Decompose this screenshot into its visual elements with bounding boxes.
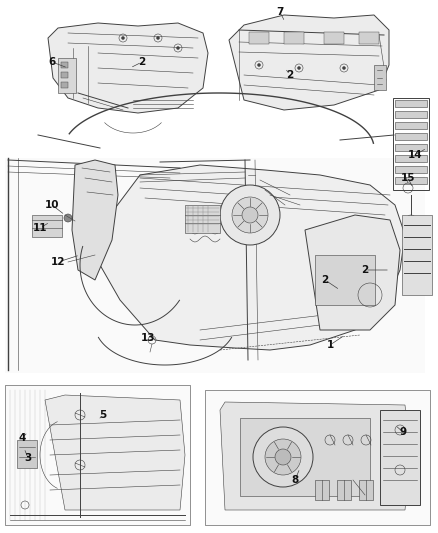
Circle shape <box>275 449 291 465</box>
Bar <box>249 32 269 44</box>
Polygon shape <box>229 15 389 110</box>
Bar <box>5 385 190 525</box>
Polygon shape <box>48 23 208 113</box>
Circle shape <box>64 214 72 222</box>
Circle shape <box>121 36 124 39</box>
Bar <box>185 205 220 233</box>
Circle shape <box>242 207 258 223</box>
Bar <box>395 111 427 118</box>
Circle shape <box>156 36 159 39</box>
Circle shape <box>265 439 301 475</box>
Text: 1: 1 <box>326 340 334 350</box>
Circle shape <box>177 46 180 50</box>
Bar <box>315 480 329 500</box>
Bar <box>395 122 427 129</box>
Bar <box>61 82 68 88</box>
Circle shape <box>253 427 313 487</box>
Text: 2: 2 <box>321 275 328 285</box>
Polygon shape <box>305 215 400 330</box>
Text: 8: 8 <box>291 475 299 485</box>
Bar <box>393 98 429 190</box>
Text: 2: 2 <box>361 265 369 275</box>
Bar <box>61 72 68 78</box>
Text: 7: 7 <box>276 7 284 17</box>
Circle shape <box>220 185 280 245</box>
Text: 5: 5 <box>99 410 106 420</box>
Circle shape <box>258 63 261 67</box>
Circle shape <box>297 67 300 69</box>
Bar <box>315 255 375 305</box>
Bar <box>395 177 427 184</box>
Bar <box>205 390 430 525</box>
Bar <box>61 62 68 68</box>
Circle shape <box>232 197 268 233</box>
Bar <box>5 158 425 373</box>
Polygon shape <box>220 402 410 510</box>
Bar <box>58 58 76 93</box>
Text: 4: 4 <box>18 433 26 443</box>
Polygon shape <box>95 165 405 350</box>
Polygon shape <box>45 395 185 510</box>
Bar <box>402 215 432 295</box>
Bar <box>284 32 304 44</box>
Bar <box>359 480 373 500</box>
Bar <box>395 155 427 162</box>
Bar <box>395 100 427 107</box>
Text: 11: 11 <box>33 223 47 233</box>
Bar <box>395 133 427 140</box>
Text: 10: 10 <box>45 200 59 210</box>
Circle shape <box>343 67 346 69</box>
Text: 14: 14 <box>408 150 422 160</box>
Text: 9: 9 <box>399 427 406 437</box>
Text: 13: 13 <box>141 333 155 343</box>
Bar <box>380 410 420 505</box>
Text: 2: 2 <box>286 70 293 80</box>
Bar <box>359 32 379 44</box>
Text: 2: 2 <box>138 57 145 67</box>
Text: 15: 15 <box>401 173 415 183</box>
Bar <box>395 166 427 173</box>
Bar <box>17 440 37 468</box>
Bar <box>395 144 427 151</box>
Text: 6: 6 <box>48 57 56 67</box>
Bar <box>240 418 370 496</box>
Bar <box>32 215 62 237</box>
Bar <box>324 32 344 44</box>
Polygon shape <box>72 160 118 280</box>
Bar <box>337 480 351 500</box>
Bar <box>374 65 386 90</box>
Text: 3: 3 <box>25 453 32 463</box>
Text: 12: 12 <box>51 257 65 267</box>
